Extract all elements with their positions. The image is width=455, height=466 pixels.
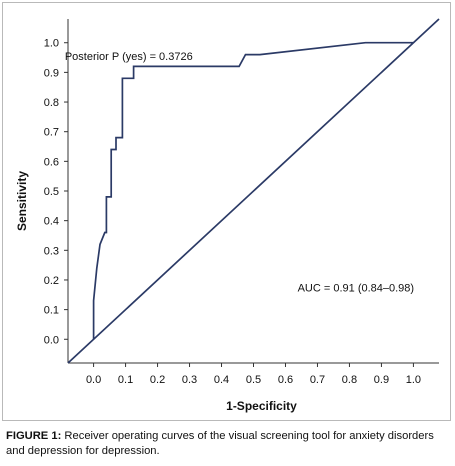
y-tick-label: 1.0 (44, 38, 59, 50)
x-tick-label: 0.3 (182, 374, 197, 386)
posterior-probability-annotation: Posterior P (yes) = 0.3726 (65, 51, 193, 63)
chart-labels: 1-Specificity Sensitivity Posterior P (yes… (15, 51, 414, 413)
figure-caption: FIGURE 1: Receiver operating curves of t… (6, 429, 450, 459)
x-tick-label: 0.5 (246, 374, 261, 386)
y-tick-label: 0.3 (44, 245, 59, 257)
x-tick-label: 0.2 (150, 374, 165, 386)
roc-chart: 0.0 0.1 0.2 0.3 0.4 0.5 0.6 0.7 0.8 0.9 1.0 0.0 0.1 0… (15, 18, 440, 413)
auc-annotation: AUC = 0.91 (0.84–0.98) (298, 282, 415, 294)
x-axis-title: 1-Specificity (226, 399, 297, 413)
x-tick-label: 0.4 (214, 374, 229, 386)
y-tick-label: 0.8 (44, 97, 59, 109)
y-tick-label: 0.0 (44, 334, 59, 346)
y-tick-label: 0.2 (44, 275, 59, 287)
chart-series (67, 18, 440, 364)
x-tick-label: 0.8 (342, 374, 357, 386)
x-tick-label: 0.0 (86, 374, 101, 386)
x-tick-label: 0.9 (374, 374, 389, 386)
x-tick-label: 1.0 (406, 374, 421, 386)
reference-diagonal-line (67, 18, 440, 364)
x-tick-label: 0.7 (310, 374, 325, 386)
x-tick-label: 0.6 (278, 374, 293, 386)
y-tick-label: 0.5 (44, 186, 59, 198)
y-axis-title: Sensitivity (15, 171, 29, 231)
roc-curve (92, 41, 414, 340)
caption-label: FIGURE 1: (6, 430, 62, 442)
chart-ticks: 0.0 0.1 0.2 0.3 0.4 0.5 0.6 0.7 0.8 0.9 1.0 0.0 0.1 0… (44, 38, 421, 386)
y-tick-label: 0.9 (44, 67, 59, 79)
figure-frame (2, 2, 451, 421)
x-tick-label: 0.1 (118, 374, 133, 386)
y-tick-label: 0.4 (44, 216, 59, 228)
caption-text: Receiver operating curves of the visual … (6, 430, 434, 457)
y-tick-label: 0.7 (44, 127, 59, 139)
y-tick-label: 0.6 (44, 156, 59, 168)
y-tick-label: 0.1 (44, 305, 59, 317)
